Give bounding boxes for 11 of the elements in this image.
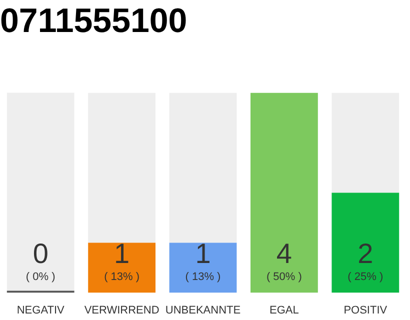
x-tick-label: VERWIRREND [84, 304, 160, 316]
data-label: 0 ( 0% ) [26, 238, 56, 283]
chart-title: 0711555100 [0, 2, 188, 40]
data-label: 2 ( 25% ) [348, 238, 384, 283]
data-label: 1 ( 13% ) [104, 238, 140, 283]
x-tick-label: UNBEKANNTE [165, 304, 241, 316]
data-label: 1 ( 13% ) [185, 238, 221, 283]
data-label: 4 ( 50% ) [266, 238, 302, 283]
x-tick-label: EGAL [270, 304, 299, 316]
x-tick-label: POSITIV [344, 304, 388, 316]
x-tick-label: NEGATIV [16, 304, 65, 316]
